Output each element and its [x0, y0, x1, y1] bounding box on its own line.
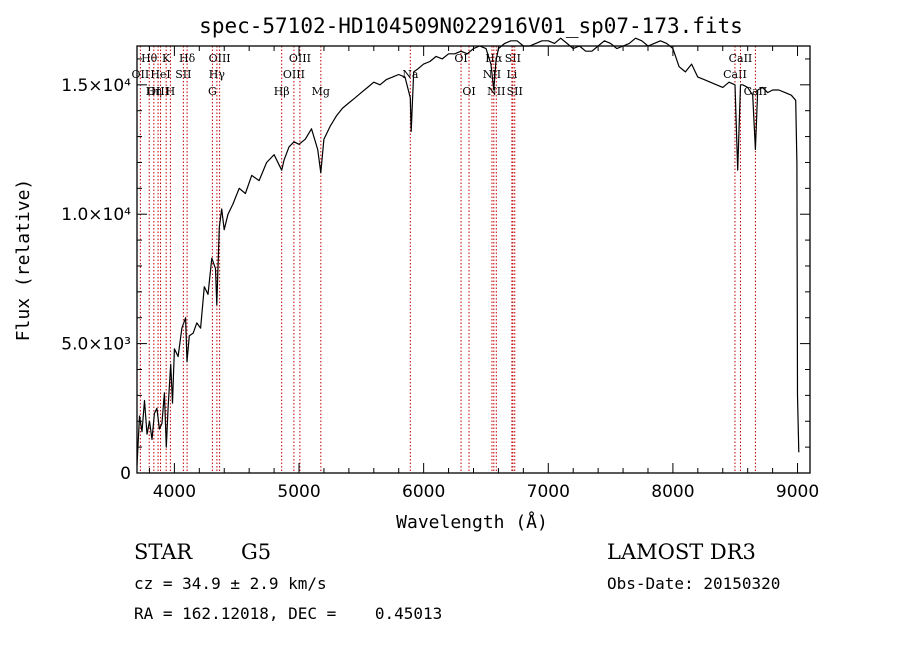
spectral-line-label: CaII — [723, 68, 747, 81]
spectral-line-label: Hδ — [179, 52, 196, 65]
spectral-line-label: H — [166, 85, 176, 98]
chart-title: spec-57102-HD104509N022916V01_sp07-173.f… — [199, 14, 743, 38]
spectral-line-label: SII — [505, 52, 521, 65]
axis-ticks: 4000 5000 6000 7000 8000 9000 0 5.0×10³ 1.0×10⁴ 1… — [61, 46, 819, 502]
spectral-line-label: OIII — [147, 85, 169, 98]
x-tick-label: 4000 — [153, 482, 196, 502]
spectral-line-label: OIII — [289, 52, 311, 65]
spectral-line-label: Mg — [312, 85, 330, 98]
spectral-line-label: K — [162, 52, 171, 65]
observation-date: Obs-Date: 20150320 — [607, 574, 781, 593]
spectral-line-label: Hγ — [209, 68, 226, 81]
x-axis-label: Wavelength (Å) — [396, 511, 548, 533]
spectrum-series-line — [136, 37, 800, 466]
spectral-line-label: OIII — [209, 52, 231, 65]
coordinates-readout: RA = 162.12018, DEC = 0.45013 — [134, 604, 443, 623]
survey-name: LAMOST DR3 — [607, 540, 756, 564]
y-tick-label: 1.0×10⁴ — [61, 205, 131, 225]
spectral-line-label: OII — [132, 68, 150, 81]
object-class: STAR — [134, 540, 193, 564]
y-axis-label: Flux (relative) — [13, 179, 34, 342]
spectral-line-label: HeI — [150, 68, 170, 81]
spectral-line-label: OI — [462, 85, 475, 98]
spectral-line-label: SII — [507, 85, 523, 98]
x-tick-label: 6000 — [402, 482, 445, 502]
spectral-line-label: Hη — [146, 85, 162, 98]
spectral-line-label: Hβ — [274, 85, 290, 98]
spectral-line-label: G — [208, 85, 217, 98]
spectral-line-label: CaII — [729, 52, 753, 65]
y-tick-label: 0 — [120, 464, 131, 484]
spectral-line-label: SII — [175, 68, 191, 81]
spectral-line-label: OI — [454, 52, 467, 65]
x-tick-label: 7000 — [527, 482, 570, 502]
y-tick-label: 1.5×10⁴ — [61, 76, 131, 96]
plot-frame — [136, 45, 811, 474]
spectral-line-label: NII — [487, 85, 505, 98]
spectral-line-label: Li — [506, 68, 517, 81]
object-subclass: G5 — [241, 540, 272, 564]
x-tick-label: 8000 — [651, 482, 694, 502]
x-tick-label: 9000 — [776, 482, 819, 502]
x-tick-label: 5000 — [277, 482, 320, 502]
y-tick-label: 5.0×10³ — [61, 335, 131, 355]
spectral-line-label: Hθ — [141, 52, 158, 65]
redshift-readout: cz = 34.9 ± 2.9 km/s — [134, 574, 327, 593]
spectral-line-label: OIII — [283, 68, 305, 81]
